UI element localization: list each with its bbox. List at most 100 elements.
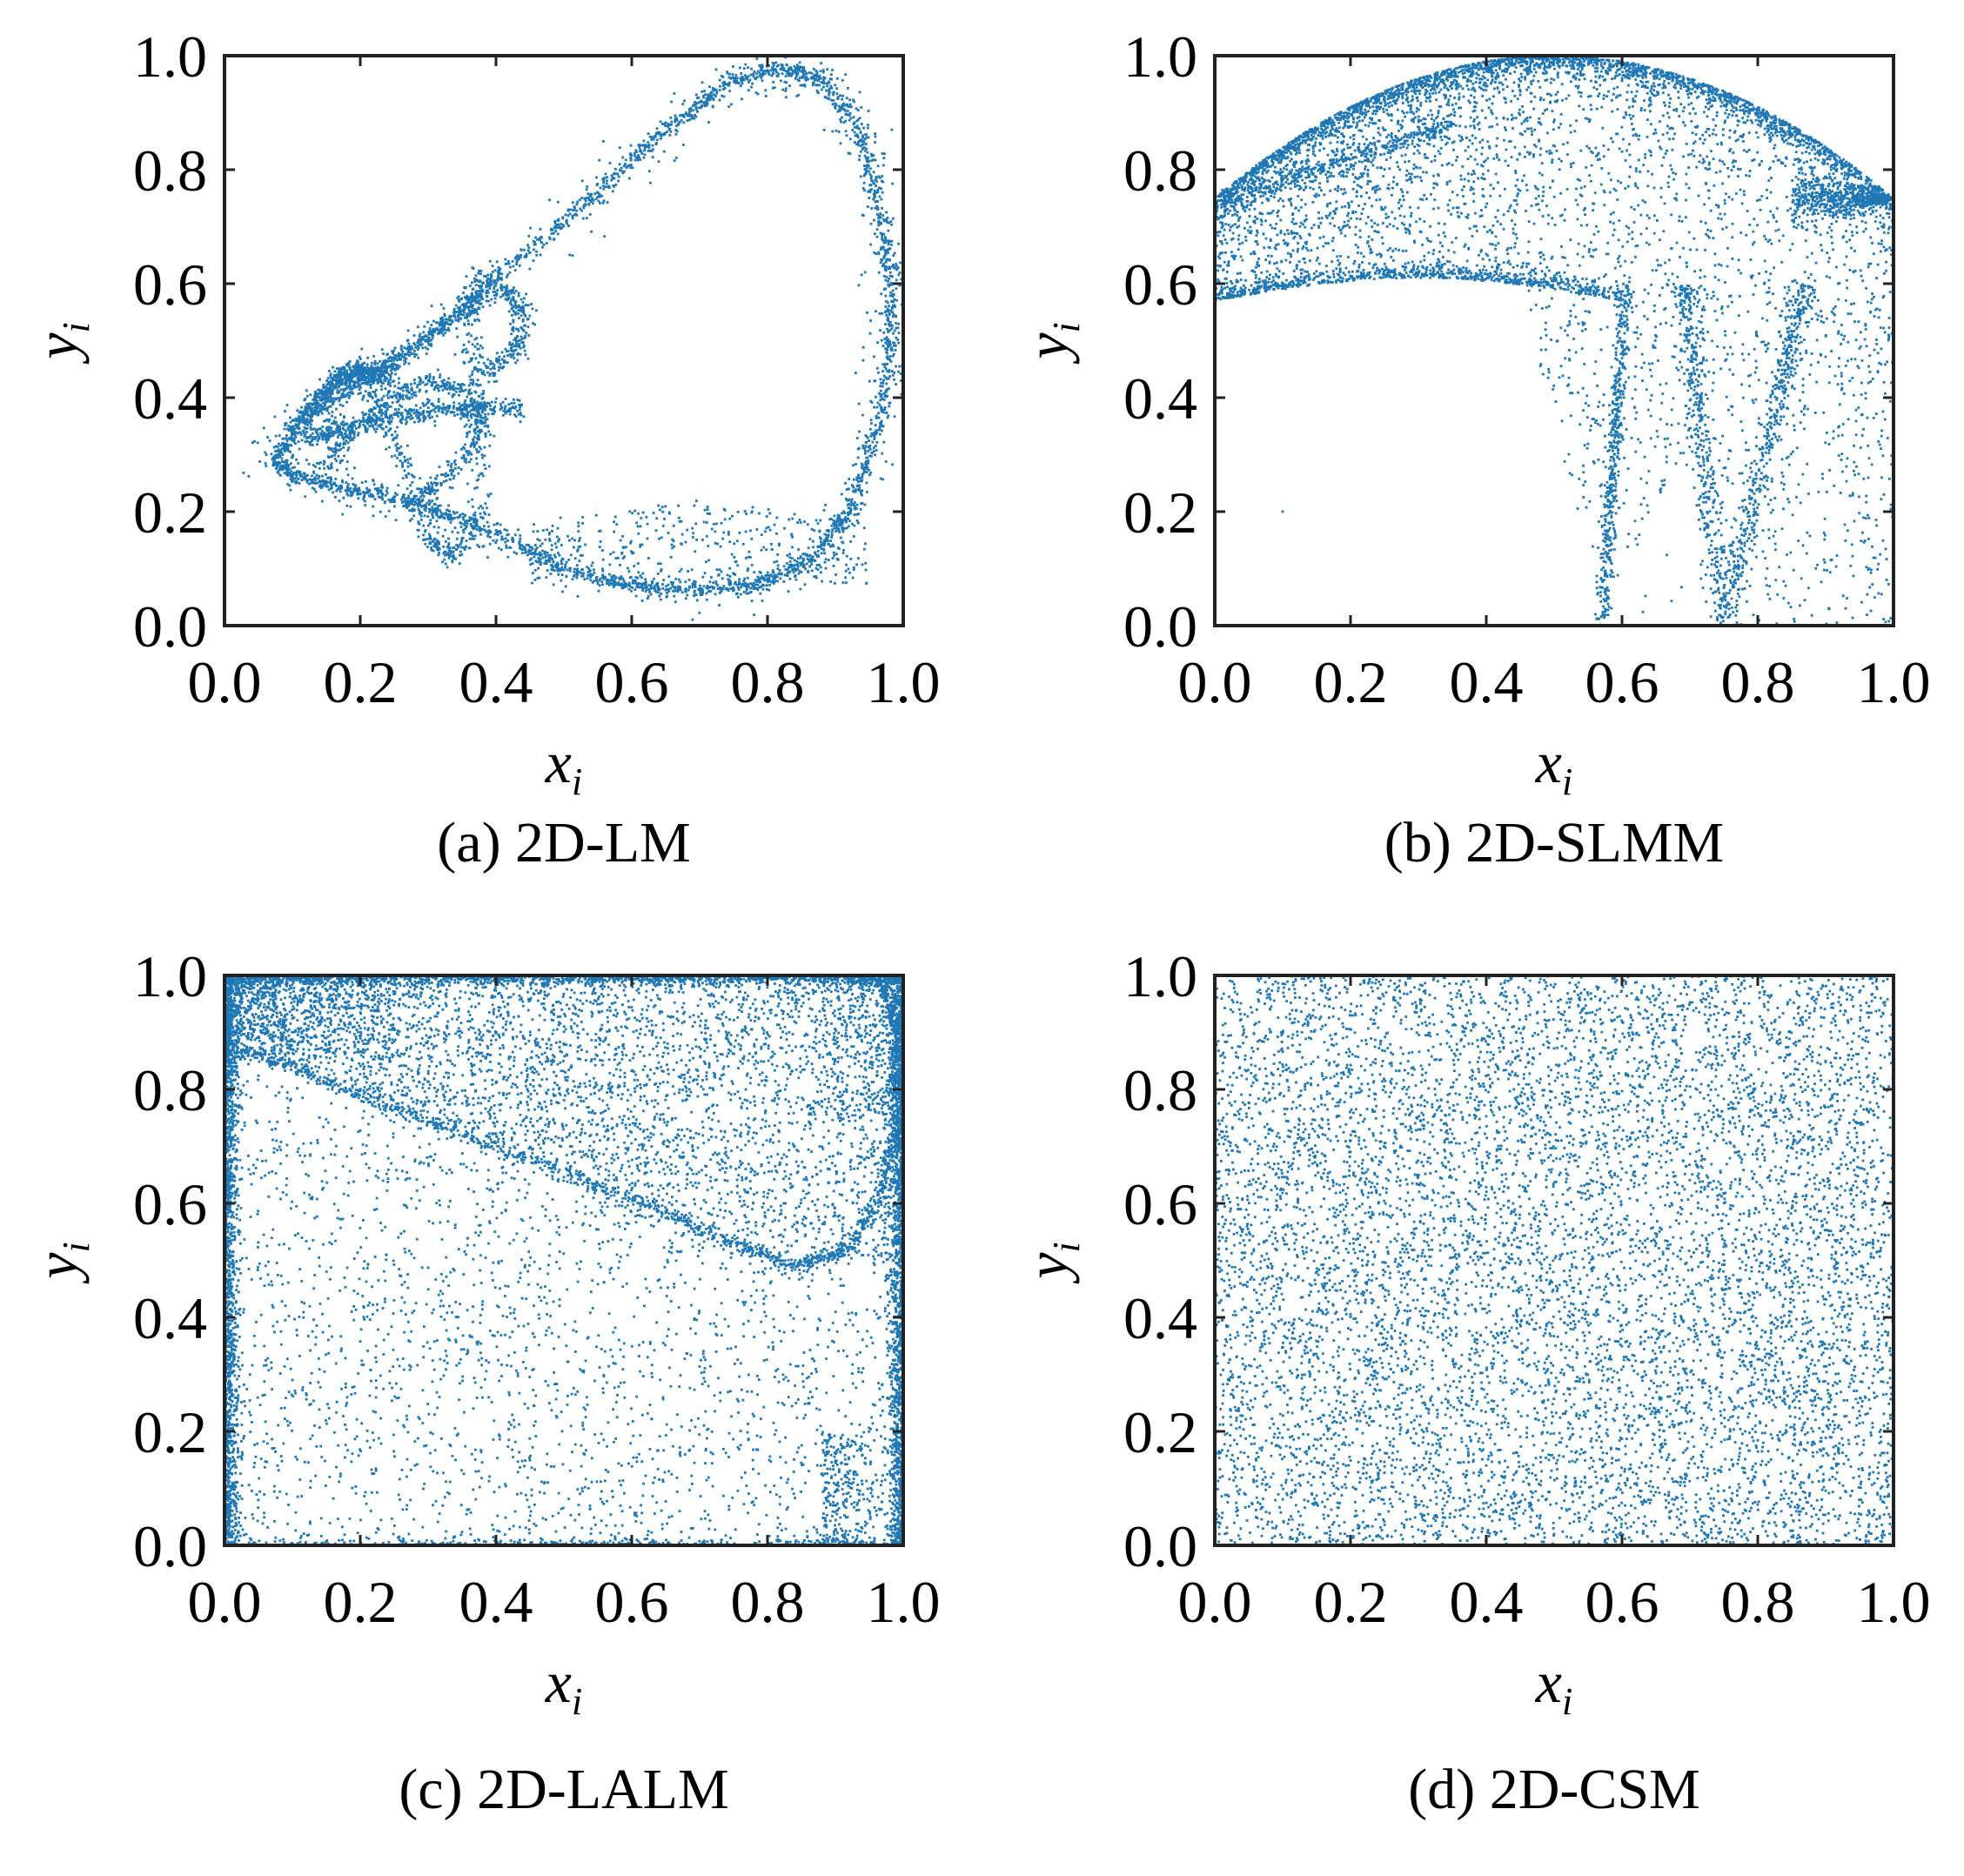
scatter-point [494,541,498,545]
scatter-point [505,287,508,291]
scatter-point [469,414,473,418]
scatter-point [430,331,433,334]
scatter-point [509,290,513,293]
scatter-point [284,464,287,466]
scatter-point [895,287,898,291]
scatter-point [877,216,881,219]
scatter-point [499,363,502,365]
scatter-point [406,506,409,510]
scatter-point [420,511,424,514]
scatter-point [761,64,764,67]
scatter-point [395,365,399,369]
scatter-point [601,567,604,571]
scatter-point [417,501,420,505]
scatter-point [439,516,442,519]
scatter-point [300,439,304,442]
scatter-point [607,580,609,584]
scatter-point [669,116,673,119]
scatter-point [879,389,882,392]
scatter-point [359,489,361,492]
scatter-point [877,224,880,227]
scatter-point [830,531,834,534]
scatter-point [785,573,788,577]
scatter-point [666,592,668,594]
scatter-point [852,123,855,125]
scatter-point [449,323,452,326]
scatter-point [555,561,559,565]
scatter-point [526,249,530,252]
scatter-point [648,587,651,591]
scatter-point [654,589,656,592]
scatter-point [453,315,457,318]
scatter-point [488,465,491,468]
scatter-point [718,98,721,102]
scatter-point [506,533,509,537]
scatter-point [761,587,765,591]
scatter-point [379,424,381,426]
scatter-point [858,486,861,490]
scatter-point [793,70,796,74]
scatter-point [600,580,604,583]
scatter-point [452,517,455,519]
scatter-point [441,560,444,564]
scatter-point [874,232,876,236]
scatter-point [881,363,885,366]
scatter-point [397,366,400,370]
scatter-point [721,75,723,77]
scatter-point [747,66,749,70]
scatter-point [365,486,368,490]
scatter-point [886,316,889,319]
scatter-point [887,330,890,333]
scatter-point [466,298,469,301]
scatter-point [772,64,775,67]
scatter-point [518,343,521,345]
scatter-point [444,550,447,553]
scatter-point [419,338,423,341]
scatter-point [280,447,284,451]
scatter-point [688,115,692,117]
scatter-point [833,526,836,530]
scatter-point [693,594,696,598]
scatter-point [845,97,848,100]
scatter-point [731,73,734,77]
scatter-point [345,492,349,495]
scatter-point [666,131,668,133]
scatter-point [674,117,677,120]
scatter-point [432,327,435,331]
scatter-point [528,551,531,554]
scatter-point [428,416,432,419]
scatter-point [884,239,888,242]
scatter-point [332,422,335,425]
scatter-point [729,580,732,584]
scatter-point [401,464,404,466]
scatter-point [459,526,463,528]
scatter-point [849,540,852,543]
scatter-point [887,343,889,345]
scatter-point [683,99,686,103]
scatter-point [766,587,768,591]
scatter-point [464,513,466,517]
scatter-point [510,332,513,336]
scatter-point [506,349,510,352]
scatter-point [505,544,508,547]
scatter-point [643,147,647,150]
scatter-point [524,551,526,554]
scatter-point [617,179,620,183]
scatter-point [271,464,275,467]
scatter-point [884,260,888,264]
scatter-point [538,237,541,240]
scatter-point [359,420,362,424]
scatter-point [518,258,520,260]
scatter-point [454,304,458,307]
scatter-point [456,318,459,322]
scatter-point [446,546,449,549]
scatter-point [440,515,444,519]
scatter-point [362,379,365,381]
scatter-point [340,486,344,490]
scatter-point [852,478,855,481]
scatter-point [879,399,882,402]
scatter-point [530,303,533,305]
scatter-point [395,449,399,452]
scatter-point [321,425,325,428]
scatter-point [803,70,807,73]
